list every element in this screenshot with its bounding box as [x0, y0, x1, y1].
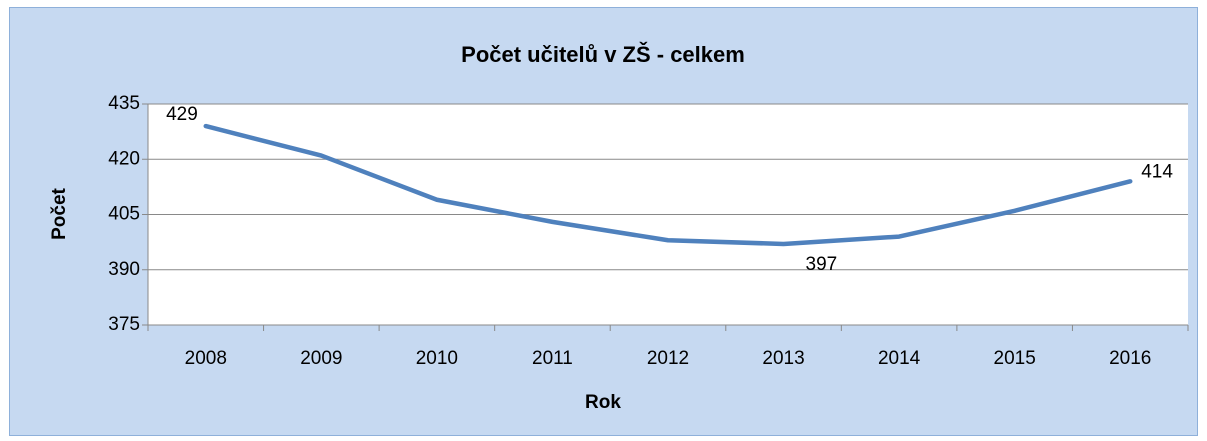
x-tick-label: 2009 [300, 348, 342, 369]
data-label: 397 [806, 254, 838, 275]
y-tick-label: 405 [108, 204, 140, 225]
chart-title: Počet učitelů v ZŠ - celkem [461, 42, 745, 67]
y-axis-label: Počet [49, 187, 70, 239]
x-tick-label: 2014 [878, 348, 921, 369]
x-tick-label: 2008 [185, 348, 227, 369]
x-tick-label: 2010 [416, 348, 458, 369]
x-tick-label: 2012 [647, 348, 689, 369]
x-tick-label: 2015 [994, 348, 1036, 369]
y-tick-label: 435 [108, 93, 140, 114]
y-tick-label: 390 [108, 259, 140, 280]
y-tick-label: 375 [108, 314, 140, 335]
x-tick-label: 2013 [762, 348, 804, 369]
y-tick-label: 420 [108, 148, 140, 169]
x-axis-label: Rok [585, 392, 621, 413]
data-label: 429 [166, 104, 198, 125]
x-tick-label: 2016 [1109, 348, 1151, 369]
x-tick-label: 2011 [532, 348, 573, 369]
data-label: 414 [1141, 161, 1173, 182]
data-line [203, 123, 1133, 247]
